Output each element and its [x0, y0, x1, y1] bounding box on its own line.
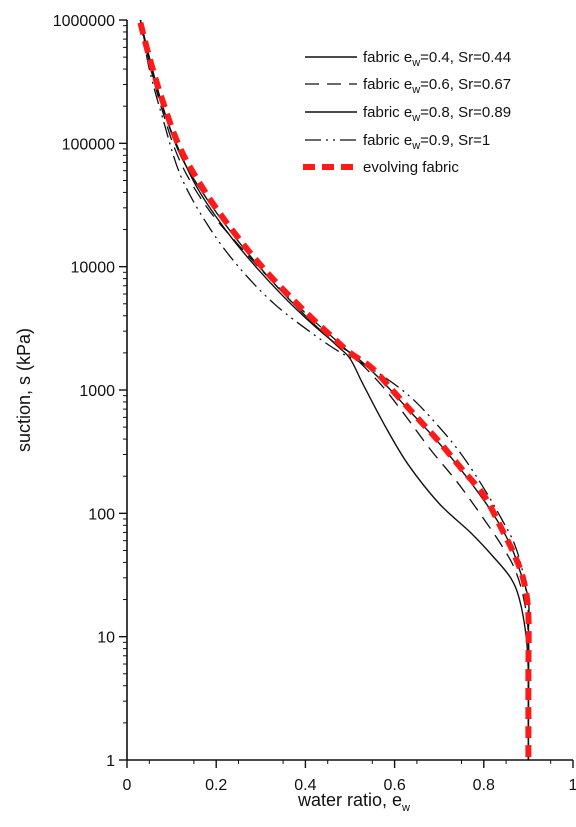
- legend-label-suffix: =0.6, Sr=0.67: [420, 76, 511, 93]
- x-axis-label-sub: w: [401, 802, 410, 814]
- x-axis-label-main: water ratio, e: [297, 790, 402, 810]
- legend-label-sub: w: [411, 112, 420, 124]
- series-line-4: [139, 19, 530, 760]
- x-tick-label: 0.8: [473, 777, 495, 794]
- x-axis-label: water ratio, ew: [297, 790, 410, 814]
- legend-label-5: evolving fabric: [363, 159, 459, 176]
- legend-label-sub: w: [411, 57, 420, 69]
- legend-label-prefix: fabric e: [363, 76, 412, 93]
- legend-label-prefix: evolving fabric: [363, 159, 459, 176]
- legend-label-suffix: =0.9, Sr=1: [420, 132, 490, 149]
- y-tick-label: 1000000: [53, 13, 115, 30]
- x-tick-label: 0.2: [205, 777, 227, 794]
- series-line-1: [139, 19, 530, 760]
- series-line-2: [139, 19, 530, 760]
- legend-label-2: fabric ew=0.6, Sr=0.67: [363, 76, 511, 96]
- y-tick-label: 1: [106, 753, 115, 770]
- axes-group: 1 10 100 1000 10000 100000 1000000 0 0.2 0.4 0.6 0.…: [53, 13, 576, 794]
- legend-label-suffix: =0.4, Sr=0.44: [420, 49, 511, 66]
- legend-label-1: fabric ew=0.4, Sr=0.44: [363, 49, 511, 69]
- legend-label-suffix: =0.8, Sr=0.89: [420, 104, 511, 121]
- legend-label-4: fabric ew=0.9, Sr=1: [363, 132, 490, 152]
- legend-label-3: fabric ew=0.8, Sr=0.89: [363, 104, 511, 124]
- y-tick-label: 10000: [71, 260, 116, 277]
- series-line-3: [139, 19, 530, 760]
- y-tick-label: 100: [88, 506, 115, 523]
- x-tick-label: 0: [123, 777, 132, 794]
- y-axis-label: suction, s (kPa): [14, 328, 34, 452]
- x-tick-label: 1: [569, 777, 576, 794]
- series-group: [137, 19, 532, 760]
- x-tick-label: 0.6: [383, 777, 405, 794]
- y-tick-label: 100000: [62, 136, 115, 153]
- legend-label-prefix: fabric e: [363, 132, 412, 149]
- legend-label-sub: w: [411, 84, 420, 96]
- legend-label-sub: w: [411, 140, 420, 152]
- series-line-5: [137, 21, 532, 760]
- legend-label-prefix: fabric e: [363, 49, 412, 66]
- y-tick-label: 10: [97, 630, 115, 647]
- y-tick-label: 1000: [79, 383, 115, 400]
- x-tick-label: 0.4: [294, 777, 316, 794]
- legend-label-prefix: fabric e: [363, 104, 412, 121]
